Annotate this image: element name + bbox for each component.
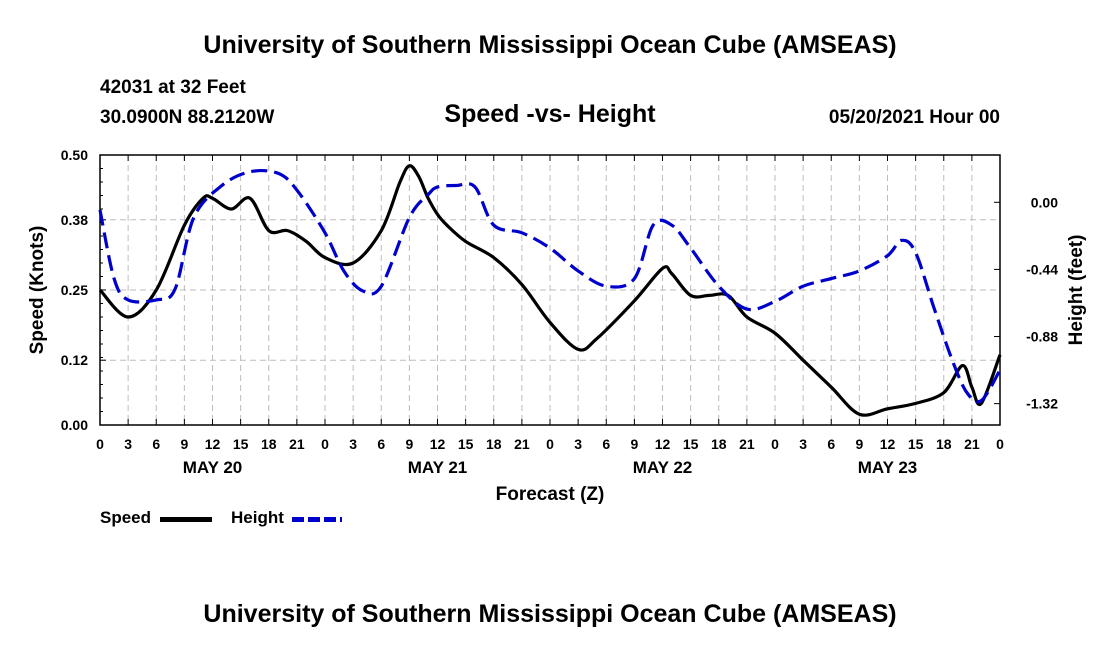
- x-tick-label: 6: [827, 436, 835, 452]
- y-tick-label: 0.00: [61, 417, 88, 433]
- x-tick-label: 3: [574, 436, 582, 452]
- x-tick-label: 12: [880, 436, 896, 452]
- chart-subtitle: Speed -vs- Height: [444, 100, 656, 128]
- y-tick-label: 0.12: [61, 352, 88, 368]
- y2-tick-label: -1.32: [1026, 396, 1058, 412]
- y2-tick-label: -0.88: [1026, 329, 1058, 345]
- x-tick-label: 3: [799, 436, 807, 452]
- date-label: MAY 20: [183, 458, 243, 477]
- forecast-datetime: 05/20/2021 Hour 00: [828, 107, 1000, 128]
- chart-grid: [100, 155, 1000, 425]
- x-tick-label: 15: [458, 436, 474, 452]
- x-tick-label: 0: [321, 436, 329, 452]
- date-label: MAY 23: [858, 458, 918, 477]
- date-label: MAY 21: [408, 458, 468, 477]
- y2-tick-label: -0.44: [1026, 261, 1058, 277]
- x-tick-label: 0: [996, 436, 1004, 452]
- date-label: MAY 22: [633, 458, 693, 477]
- legend-swatch-speed: [160, 517, 212, 522]
- series-line-height: [98, 168, 1002, 404]
- x-tick-label: 0: [546, 436, 554, 452]
- legend-swatch-height: [292, 517, 342, 522]
- y-tick-label: 0.38: [61, 212, 88, 228]
- series-line-speed: [98, 164, 1002, 417]
- y-tick-label: 0.50: [61, 147, 88, 163]
- x-tick-label: 15: [683, 436, 699, 452]
- y-tick-label: 0.25: [61, 282, 88, 298]
- x-tick-label: 9: [405, 436, 413, 452]
- x-tick-label: 3: [124, 436, 132, 452]
- x-tick-label: 12: [430, 436, 446, 452]
- page-title-top: University of Southern Mississippi Ocean…: [203, 31, 897, 59]
- y-axis-title: Speed (Knots): [27, 226, 48, 355]
- x-tick-label: 9: [180, 436, 188, 452]
- x-tick-label: 21: [739, 436, 755, 452]
- y-axis-left: 0.00 0.12 0.25 0.38 0.50: [61, 147, 106, 433]
- x-tick-label: 0: [96, 436, 104, 452]
- x-tick-label: 15: [233, 436, 249, 452]
- x-tick-label: 6: [602, 436, 610, 452]
- page-title-bottom: University of Southern Mississippi Ocean…: [203, 600, 897, 628]
- x-tick-label: 12: [205, 436, 221, 452]
- x-tick-label: 15: [908, 436, 924, 452]
- coordinates-label: 30.0900N 88.2120W: [100, 107, 275, 128]
- x-tick-label: 12: [655, 436, 671, 452]
- series-lines: [98, 164, 1002, 417]
- y2-tick-label: 0.00: [1031, 194, 1058, 210]
- x-tick-label: 0: [771, 436, 779, 452]
- x-tick-label: 18: [711, 436, 727, 452]
- x-tick-label: 3: [349, 436, 357, 452]
- legend-label-height: Height: [231, 508, 284, 527]
- x-axis-title: Forecast (Z): [496, 484, 605, 505]
- x-tick-label: 18: [486, 436, 502, 452]
- x-axis: 0 3 6 9 12 15 18 21 0 3 6 9 12 15 18 21 0 3 6 9 12 15 18 21 0 3 6 9…: [96, 155, 1004, 477]
- x-tick-label: 9: [855, 436, 863, 452]
- x-tick-label: 6: [152, 436, 160, 452]
- x-tick-label: 9: [630, 436, 638, 452]
- x-tick-label: 6: [377, 436, 385, 452]
- x-tick-label: 21: [514, 436, 530, 452]
- y-axis-right: 0.00 -0.44 -0.88 -1.32: [994, 194, 1058, 412]
- x-tick-label: 18: [936, 436, 952, 452]
- station-label: 42031 at 32 Feet: [100, 77, 246, 98]
- x-tick-label: 18: [261, 436, 277, 452]
- y2-axis-title: Height (feet): [1066, 235, 1087, 346]
- x-tick-label: 21: [289, 436, 305, 452]
- x-tick-label: 21: [964, 436, 980, 452]
- legend-label-speed: Speed: [100, 508, 152, 527]
